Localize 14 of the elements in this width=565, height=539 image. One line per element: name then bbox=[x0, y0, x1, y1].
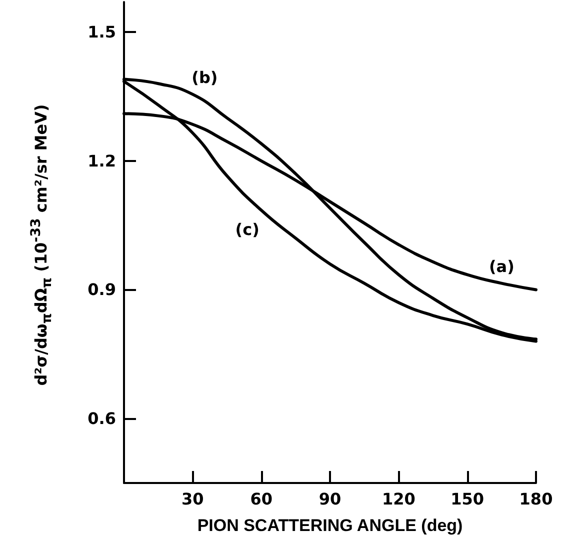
y-tick-label: 1.5 bbox=[88, 22, 116, 42]
series-label: (c) bbox=[235, 220, 260, 239]
x-tick-label: 120 bbox=[382, 490, 416, 508]
x-tick-label: 150 bbox=[450, 490, 484, 508]
x-tick-label: 30 bbox=[182, 490, 204, 508]
series-label: (a) bbox=[488, 256, 514, 276]
y-tick-label: 1.2 bbox=[88, 151, 116, 170]
series-label: (b) bbox=[192, 68, 218, 87]
x-tick-label: 90 bbox=[318, 490, 342, 508]
x-axis-title: PION SCATTERING ANGLE (deg) bbox=[197, 516, 463, 535]
y-tick-label: 0.6 bbox=[88, 409, 116, 428]
x-tick-label: 60 bbox=[250, 490, 272, 508]
x-tick-label: 180 bbox=[519, 490, 553, 508]
y-tick-label: 0.9 bbox=[88, 280, 116, 300]
